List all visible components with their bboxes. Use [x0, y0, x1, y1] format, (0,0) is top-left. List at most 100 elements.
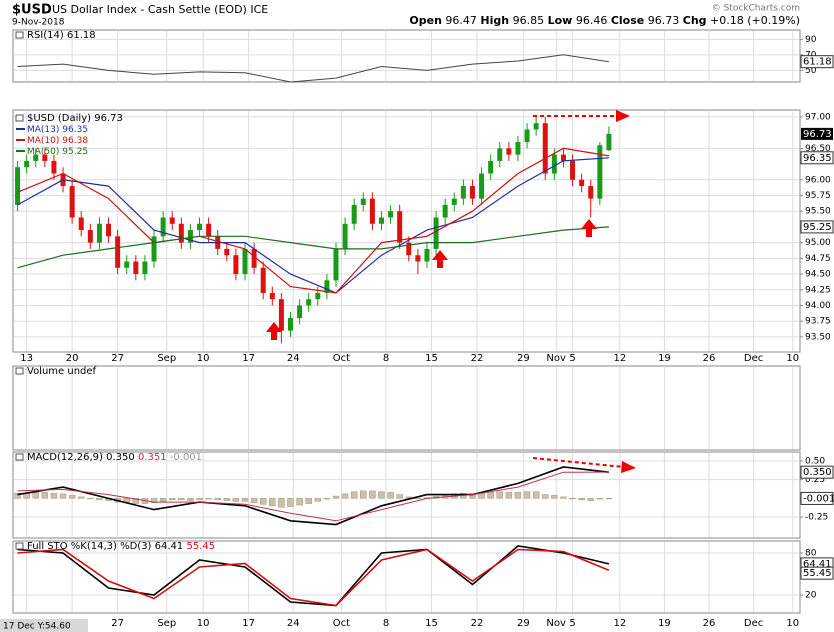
panel-title-part: 55.45: [186, 541, 215, 552]
indicator-line: [17, 548, 610, 607]
histogram-bar: [332, 495, 340, 499]
y-tick-label: 80: [805, 548, 817, 558]
x-tick-label: 10: [786, 353, 799, 364]
histogram-bar: [341, 493, 349, 499]
up-arrow: [581, 219, 597, 237]
histogram-bar: [378, 491, 385, 499]
y-tick-label: 93.75: [805, 317, 831, 327]
histogram-bar: [532, 491, 540, 499]
x-tick-label: 17: [242, 353, 255, 364]
histogram-bar: [487, 492, 494, 499]
histogram-bar: [414, 498, 422, 500]
x-tick-label: 5: [569, 353, 575, 364]
legend-entry: MA(50) 95.25: [27, 147, 88, 157]
legend-entry-part: 96.35: [62, 125, 88, 135]
quote-line: Open 96.47 High 96.85 Low 96.46 Close 96…: [409, 14, 800, 27]
candle-body: [570, 160, 576, 180]
x-tick-label: Oct: [333, 618, 350, 629]
y-tick-label: 94.25: [805, 285, 831, 295]
candle-body: [24, 160, 30, 168]
panel-icon: [15, 31, 24, 39]
histogram-bar: [578, 498, 585, 501]
candle-body: [551, 154, 557, 174]
panel-title-part: 64.41: [155, 541, 184, 552]
panel-title-part: 61.18: [67, 30, 96, 41]
histogram-bar: [278, 498, 285, 508]
candle-body: [206, 223, 212, 237]
legend-entry-part: MA(10): [27, 136, 59, 146]
histogram-bar: [68, 495, 76, 499]
panel-icon: [15, 453, 24, 461]
x-tick-label: 8: [383, 618, 389, 629]
indicator-line: [17, 54, 609, 83]
histogram-bar: [187, 498, 194, 501]
candle-body: [333, 248, 339, 281]
histogram-bar: [178, 498, 185, 501]
x-tick-label: 15: [425, 618, 438, 629]
candle-body: [33, 154, 39, 161]
histogram-bar: [605, 498, 613, 500]
candle-body: [588, 186, 594, 199]
candle-body: [133, 261, 139, 275]
annotations: [266, 110, 636, 473]
candle-body: [560, 154, 566, 161]
macd-line: [17, 471, 609, 522]
histogram-bar: [569, 498, 576, 500]
x-tick-label: 22: [471, 353, 484, 364]
cursor-box: [0, 619, 88, 632]
x-tick-label: 26: [703, 353, 716, 364]
candle-body: [15, 167, 21, 205]
candle-body: [115, 236, 121, 268]
candle-body: [360, 198, 366, 205]
candle-body: [388, 211, 394, 218]
histogram-bar: [560, 496, 567, 499]
histogram-bar: [350, 491, 358, 499]
histogram-bar: [14, 492, 21, 499]
value-box: [800, 566, 834, 580]
histogram-bar: [232, 498, 240, 502]
candle-body: [78, 217, 84, 231]
candle-body: [306, 299, 312, 306]
candle-body: [579, 179, 585, 187]
candle-body: [533, 123, 539, 130]
quote-part: Open: [409, 14, 442, 27]
histogram-bar: [523, 491, 531, 499]
candle-body: [351, 204, 357, 224]
histogram-bar: [214, 498, 221, 501]
histogram-bar: [159, 498, 167, 502]
x-tick-label: 13: [20, 353, 33, 364]
panel-title-part: -0.001: [170, 452, 202, 463]
candle-body: [606, 133, 612, 151]
value-box: [800, 491, 834, 505]
panel-title-part: 0.351: [138, 452, 167, 463]
legend-entry-part: 95.25: [62, 147, 88, 157]
y-tick-label: -0.25: [805, 513, 828, 523]
ma-line: [17, 157, 609, 294]
histogram-bar: [314, 498, 322, 502]
y-tick-label: 96.50: [805, 144, 831, 154]
histogram-bar: [287, 498, 294, 507]
y-tick-label: 95.50: [805, 207, 831, 217]
panel-title-part: 0.350: [106, 452, 135, 463]
x-tick-label: Sep: [157, 353, 176, 364]
candle-body: [278, 299, 284, 331]
panel-title: RSI(14) 61.18: [27, 30, 96, 41]
value-box-label: 61.18: [803, 57, 832, 68]
candle-body: [151, 236, 157, 262]
histogram-bar: [205, 498, 212, 500]
candle-body: [242, 248, 248, 275]
candle-body: [342, 223, 348, 249]
candle-body: [442, 204, 448, 218]
candle-body: [451, 198, 457, 205]
value-box: [800, 55, 834, 69]
y-tick-label: 94.00: [805, 301, 831, 311]
histogram-bar: [551, 495, 558, 499]
ma-line: [17, 226, 609, 269]
panel-title-part: $USD (Daily): [27, 113, 91, 124]
y-tick-label: 96.00: [805, 175, 831, 185]
histogram-bar: [259, 498, 267, 505]
value-box: [800, 151, 834, 165]
histogram-bar: [596, 498, 604, 500]
candle-body: [69, 186, 75, 218]
x-tick-label: Oct: [333, 353, 350, 364]
